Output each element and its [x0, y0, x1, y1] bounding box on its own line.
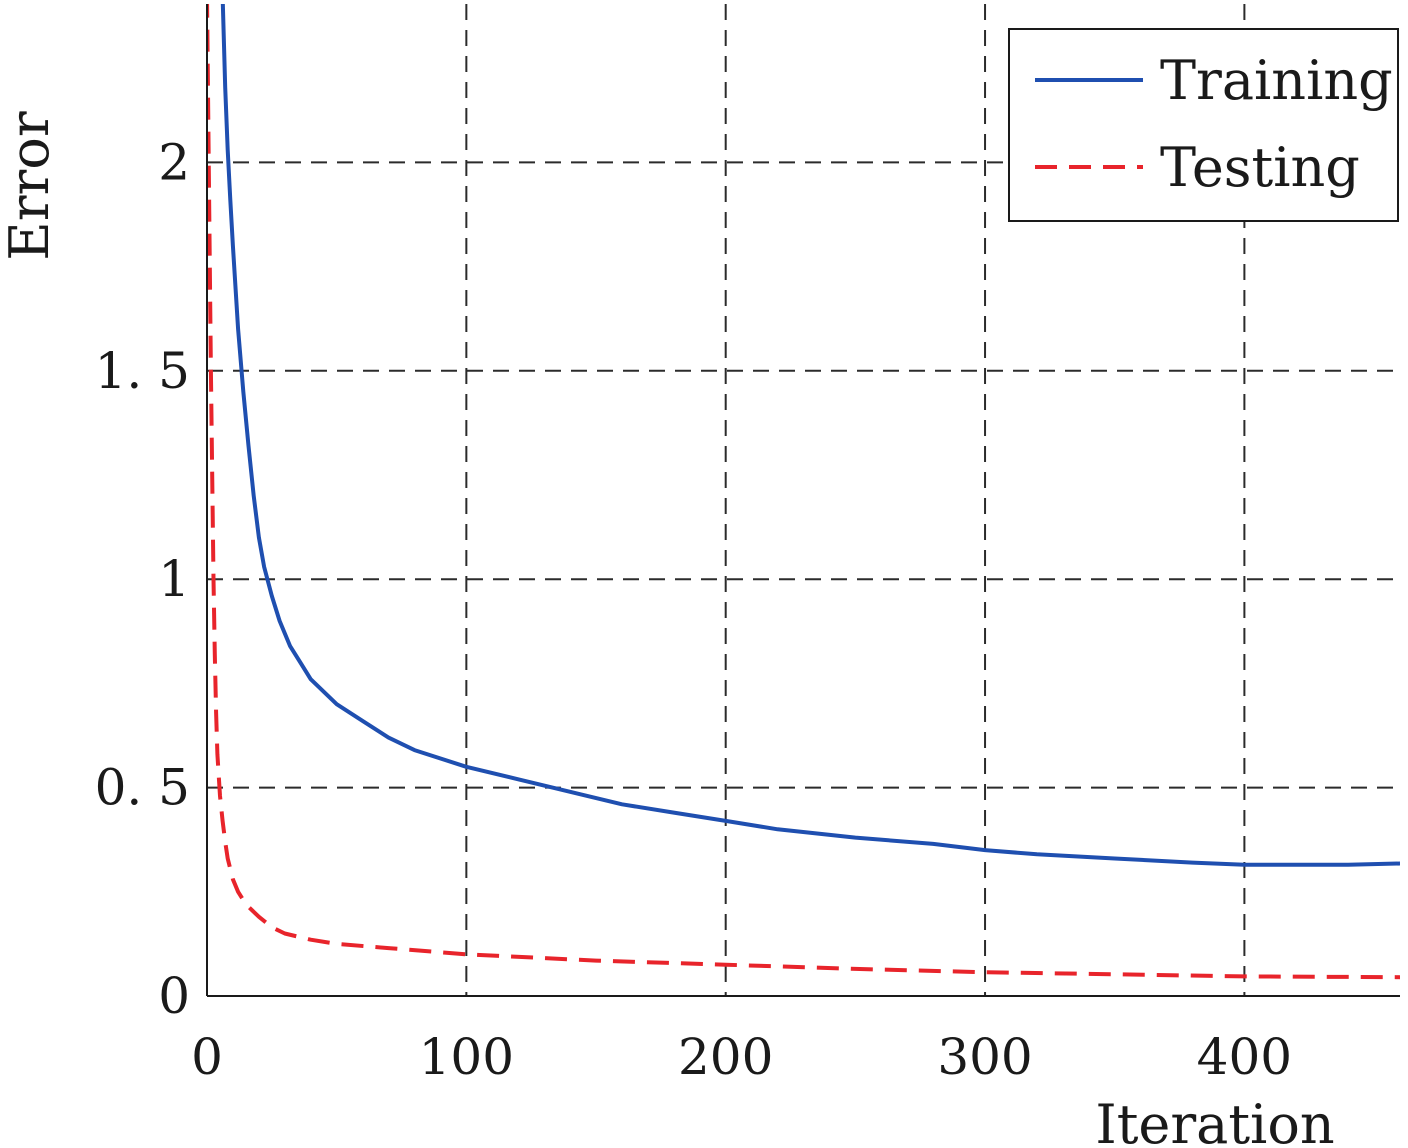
y-tick-label: 1 — [158, 550, 190, 608]
legend-label-training: Training — [1160, 49, 1393, 112]
y-tick-label: 0. 5 — [95, 759, 190, 817]
y-tick-label: 1. 5 — [95, 342, 190, 400]
legend: Training Testing — [1008, 28, 1399, 222]
x-tick-label: 400 — [1197, 1028, 1292, 1086]
x-tick-label: 100 — [419, 1028, 514, 1086]
x-tick-label: 300 — [937, 1028, 1032, 1086]
legend-label-testing: Testing — [1160, 136, 1360, 199]
legend-box — [1008, 28, 1399, 222]
y-tick-label: 0 — [158, 967, 190, 1025]
ticks-layer: 0 100 200 300 400 0 0. 5 1 1. 5 2 — [95, 133, 1293, 1086]
x-tick-label: 0 — [191, 1028, 223, 1086]
y-axis-label: Error — [0, 111, 61, 261]
axes-layer — [206, 4, 1400, 997]
series-line-testing — [207, 4, 1400, 980]
series-layer — [207, 4, 1400, 980]
y-tick-label: 2 — [158, 133, 190, 191]
x-axis-label: Iteration — [1095, 1093, 1334, 1148]
x-tick-label: 200 — [678, 1028, 773, 1086]
series-line-training — [220, 4, 1400, 867]
